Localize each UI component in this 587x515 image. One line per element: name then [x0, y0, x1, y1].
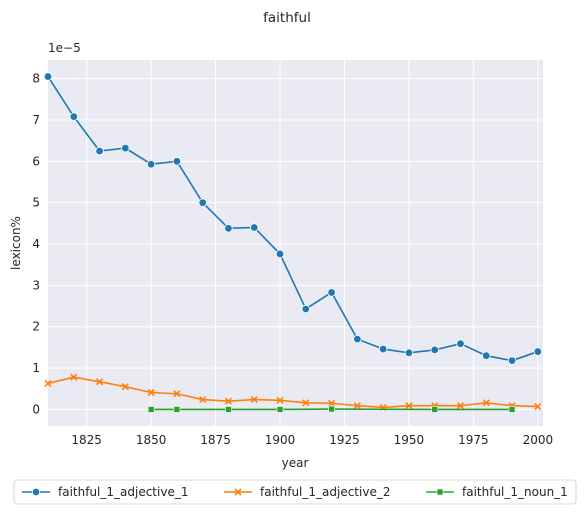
y-axis-ticks: 0 1 2 3 4 5 6 7 8 [32, 72, 40, 417]
series-line [47, 376, 538, 409]
data-point [146, 160, 156, 169]
x-tick-label: 1925 [329, 433, 360, 447]
data-point [95, 378, 104, 386]
data-point [147, 406, 155, 413]
data-point [95, 146, 104, 156]
data-point [121, 383, 129, 391]
series-3 [147, 405, 516, 413]
legend-box [13, 479, 577, 505]
x-axis-label: year [282, 456, 309, 470]
data-point [301, 304, 311, 314]
data-point [508, 406, 516, 413]
data-point [172, 157, 182, 166]
data-point [121, 143, 130, 153]
legend-marker [234, 488, 242, 496]
data-point [482, 351, 491, 360]
legend-marker [436, 488, 444, 496]
data-point [507, 356, 517, 365]
legend-label: faithful_1_adjective_1 [58, 485, 188, 499]
plot-area [48, 60, 543, 426]
data-point [328, 399, 336, 407]
legend-marker [31, 487, 41, 497]
data-point [198, 198, 207, 207]
data-point [225, 406, 232, 413]
grid-lines [48, 60, 543, 426]
y-tick-label: 1 [32, 361, 40, 375]
data-point [224, 224, 233, 233]
y-tick-label: 7 [32, 113, 40, 127]
data-point [456, 339, 465, 348]
x-tick-label: 1825 [71, 433, 102, 447]
series-2 [44, 373, 542, 411]
data-point [43, 72, 53, 81]
y-tick-label: 6 [32, 154, 40, 168]
data-point [250, 395, 258, 404]
data-point [275, 249, 285, 259]
x-tick-label: 1900 [265, 433, 296, 447]
series-1 [43, 72, 543, 365]
y-tick-label: 2 [32, 320, 40, 334]
y-scale-label: 1e−5 [48, 41, 81, 55]
data-point [482, 399, 490, 407]
data-point [404, 348, 414, 357]
data-point [70, 373, 78, 381]
y-tick-label: 5 [32, 196, 40, 210]
data-point [328, 405, 335, 413]
data-point [224, 397, 233, 405]
y-tick-label: 3 [32, 278, 40, 292]
data-point [378, 344, 388, 354]
data-point [147, 388, 155, 397]
y-axis-label: lexicon% [9, 216, 23, 270]
x-axis-ticks: 1825 1850 1875 1900 1925 1950 1975 2000 [71, 433, 553, 447]
series-line [47, 76, 539, 362]
x-tick-label: 1950 [394, 433, 425, 447]
data-point [430, 345, 439, 355]
y-tick-label: 8 [32, 72, 40, 86]
legend-items: faithful_1_adjective_1 faithful_1_adjecti… [22, 485, 568, 499]
data-point [327, 288, 336, 297]
legend: faithful_1_adjective_1 faithful_1_adjecti… [13, 479, 577, 505]
y-tick-label: 4 [32, 237, 40, 251]
data-point [456, 402, 465, 410]
legend-label: faithful_1_adjective_2 [260, 485, 390, 499]
data-point [250, 223, 259, 232]
x-tick-label: 1875 [200, 433, 231, 447]
data-point [431, 406, 439, 413]
data-point [353, 402, 361, 410]
x-tick-label: 2000 [523, 433, 554, 447]
x-tick-label: 1850 [136, 433, 167, 447]
data-point [276, 396, 284, 404]
x-tick-label: 1975 [458, 433, 489, 447]
data-point [69, 112, 78, 121]
data-point [173, 390, 181, 398]
y-tick-label: 0 [32, 402, 40, 416]
data-point [405, 402, 413, 410]
chart-title: faithful [263, 10, 311, 26]
data-point [533, 347, 543, 356]
data-point [534, 402, 542, 411]
data-point [199, 395, 207, 404]
data-point [302, 399, 310, 407]
data-point [44, 379, 52, 387]
data-point [173, 406, 181, 413]
data-point [353, 334, 362, 344]
series-layer [43, 72, 543, 413]
legend-label: faithful_1_noun_1 [462, 485, 568, 499]
data-point [276, 406, 284, 413]
